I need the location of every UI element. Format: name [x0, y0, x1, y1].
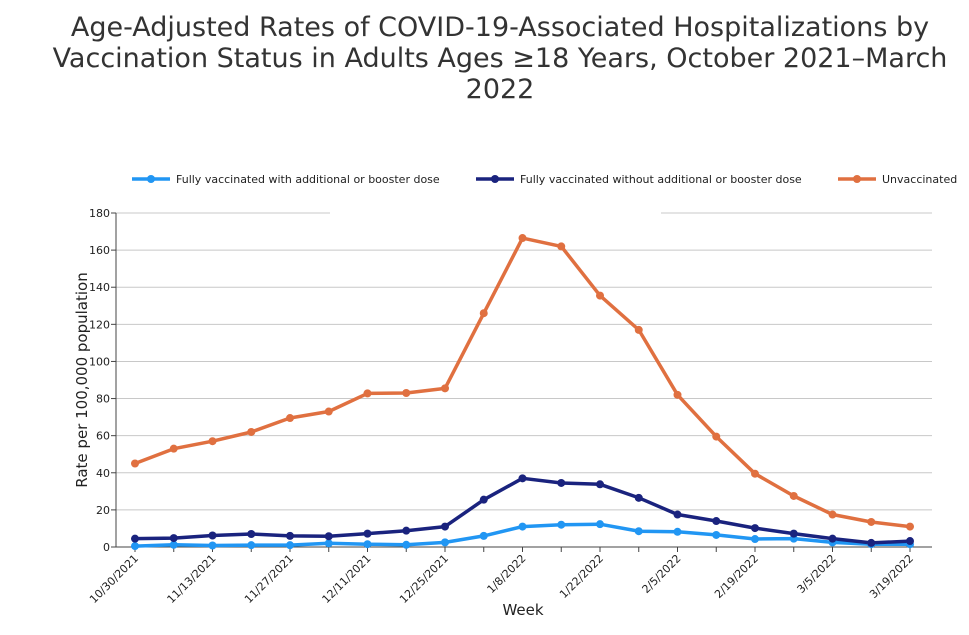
data-point[interactable]	[557, 242, 566, 251]
y-tick-label: 100	[89, 355, 110, 368]
legend-swatch-marker	[853, 175, 861, 183]
data-point[interactable]	[789, 491, 798, 500]
data-point[interactable]	[479, 531, 488, 540]
data-point[interactable]	[867, 538, 876, 547]
data-point[interactable]	[906, 537, 914, 546]
data-point[interactable]	[751, 524, 759, 533]
data-point[interactable]	[169, 540, 178, 549]
legend-label: Unvaccinated	[882, 173, 957, 186]
data-point[interactable]	[479, 495, 488, 504]
y-tick-label: 60	[96, 430, 110, 443]
data-point[interactable]	[673, 510, 682, 519]
data-point[interactable]	[169, 444, 178, 453]
legend-item[interactable]: Fully vaccinated with additional or boos…	[132, 173, 440, 186]
data-point[interactable]	[324, 407, 333, 416]
chart-title: Age-Adjusted Rates of COVID-19-Associate…	[52, 12, 948, 105]
data-point[interactable]	[867, 517, 876, 526]
data-point[interactable]	[208, 541, 217, 550]
data-point[interactable]	[634, 493, 643, 502]
data-point[interactable]	[751, 535, 759, 544]
data-point[interactable]	[247, 541, 256, 550]
y-tick-label: 160	[89, 244, 110, 257]
y-tick-label: 80	[96, 393, 110, 406]
x-tick-label: 11/13/2021	[165, 552, 219, 606]
data-point[interactable]	[673, 390, 682, 399]
series-line-2	[134, 236, 911, 529]
legend: Fully vaccinated with additional or boos…	[132, 173, 957, 186]
data-point[interactable]	[286, 414, 294, 423]
data-point[interactable]	[363, 529, 372, 538]
data-point[interactable]	[712, 530, 721, 539]
x-tick-label: 11/27/2021	[242, 552, 296, 606]
data-point[interactable]	[131, 534, 139, 543]
data-point[interactable]	[402, 526, 411, 535]
data-point[interactable]	[518, 234, 527, 243]
data-point[interactable]	[751, 469, 759, 478]
data-point[interactable]	[324, 539, 333, 548]
data-point[interactable]	[557, 520, 566, 529]
data-point[interactable]	[441, 538, 449, 547]
y-tick-label: 40	[96, 467, 110, 480]
data-point[interactable]	[402, 388, 411, 397]
data-point[interactable]	[363, 540, 372, 549]
legend-swatch-marker	[491, 175, 499, 183]
data-point[interactable]	[634, 325, 643, 334]
y-tick-label: 140	[89, 281, 110, 294]
gridlines	[116, 212, 932, 511]
y-axis-label: Rate per 100,000 population	[73, 272, 91, 487]
series-points	[131, 234, 914, 551]
data-point[interactable]	[906, 522, 914, 531]
data-point[interactable]	[518, 474, 527, 483]
data-point[interactable]	[634, 527, 643, 536]
y-axis-ticks: 0 20 40 60 80 100 120 140 160 180	[89, 207, 116, 554]
data-point[interactable]	[673, 527, 682, 536]
data-point[interactable]	[247, 530, 256, 539]
data-point[interactable]	[712, 432, 721, 441]
legend-item[interactable]: Fully vaccinated without additional or b…	[476, 173, 802, 186]
data-point[interactable]	[596, 480, 604, 489]
legend-swatch-marker	[147, 175, 155, 183]
data-point[interactable]	[286, 531, 294, 540]
data-point[interactable]	[596, 520, 604, 529]
data-point[interactable]	[828, 510, 837, 519]
x-tick-label: 2/19/2022	[712, 552, 761, 601]
data-point[interactable]	[247, 427, 256, 436]
data-point[interactable]	[208, 531, 217, 540]
data-point[interactable]	[324, 532, 333, 541]
legend-item[interactable]: Unvaccinated	[838, 173, 957, 186]
legend-label: Fully vaccinated without additional or b…	[520, 173, 802, 186]
y-tick-label: 120	[89, 318, 110, 331]
data-point[interactable]	[518, 522, 527, 531]
y-tick-label: 0	[103, 541, 110, 554]
data-point[interactable]	[596, 291, 604, 300]
data-point[interactable]	[131, 459, 139, 468]
x-tick-label: 12/11/2021	[320, 552, 374, 606]
data-point[interactable]	[402, 540, 411, 549]
data-point[interactable]	[479, 309, 488, 318]
data-point[interactable]	[286, 541, 294, 550]
data-point[interactable]	[363, 389, 372, 398]
x-axis-ticks: 10/30/2021 11/13/2021 11/27/2021 12/11/2021…	[87, 547, 916, 606]
x-tick-label: 1/22/2022	[557, 552, 606, 601]
data-point[interactable]	[789, 529, 798, 538]
y-tick-label: 180	[89, 207, 110, 220]
data-point[interactable]	[131, 542, 139, 551]
data-point[interactable]	[441, 522, 449, 531]
data-point[interactable]	[169, 534, 178, 543]
x-tick-label: 10/30/2021	[87, 552, 141, 606]
x-tick-label: 12/25/2021	[397, 552, 451, 606]
x-tick-label: 1/8/2022	[484, 552, 528, 596]
data-point[interactable]	[712, 517, 721, 526]
y-tick-label: 20	[96, 504, 110, 517]
x-tick-label: 3/19/2022	[867, 552, 916, 601]
x-tick-label: 3/5/2022	[794, 552, 838, 596]
x-axis-label: Week	[502, 601, 543, 619]
data-point[interactable]	[828, 534, 837, 543]
legend-label: Fully vaccinated with additional or boos…	[176, 173, 440, 186]
data-point[interactable]	[441, 384, 449, 393]
data-point[interactable]	[208, 437, 217, 446]
data-point[interactable]	[557, 478, 566, 487]
x-tick-label: 2/5/2022	[639, 552, 683, 596]
